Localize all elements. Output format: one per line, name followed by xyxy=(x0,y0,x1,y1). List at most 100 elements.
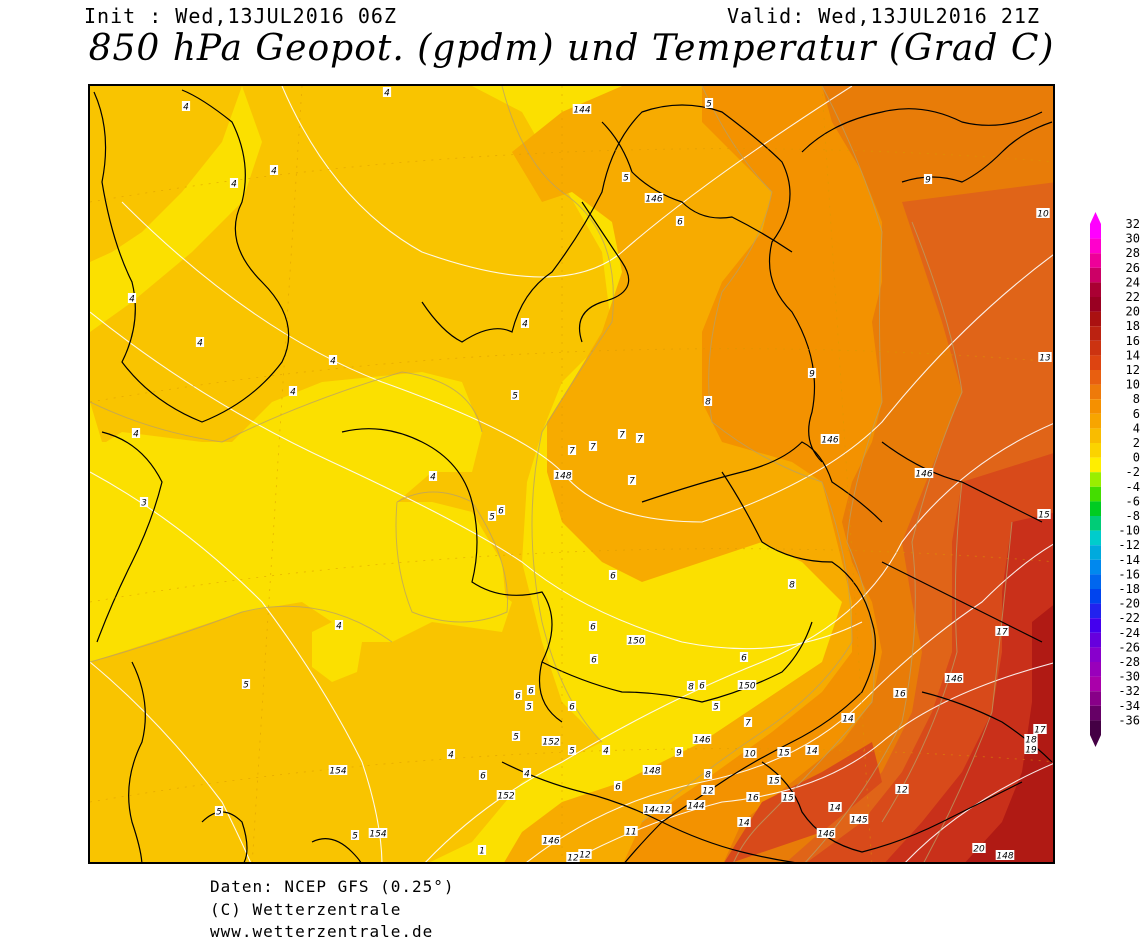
colorbar-label: 10 xyxy=(1126,378,1140,392)
temperature-label: 12 xyxy=(701,785,715,797)
temperature-label-text: 5 xyxy=(489,513,495,523)
temperature-label-box xyxy=(601,745,611,755)
geopotential-label-text: 146 xyxy=(915,470,932,480)
colorbar-swatch xyxy=(1090,647,1101,662)
geopotential-label-box xyxy=(643,804,667,814)
temperature-label-box xyxy=(382,87,392,97)
colorbar-swatch xyxy=(1090,662,1101,677)
temperature-label: 8 xyxy=(703,396,713,408)
temperature-label: 20 xyxy=(972,843,986,855)
temperature-label: 4 xyxy=(382,87,392,99)
temperature-label: 13 xyxy=(1038,352,1052,364)
temperature-label-text: 12 xyxy=(702,787,714,797)
colorbar-swatch xyxy=(1090,516,1101,531)
geopotential-label: 154 xyxy=(368,828,388,840)
colorbar-swatch xyxy=(1090,340,1101,356)
temperature-label-box xyxy=(477,845,487,855)
colorbar-label: 6 xyxy=(1133,407,1140,421)
colorbar-label: 14 xyxy=(1126,348,1140,362)
geopotential-label: 146 xyxy=(816,828,836,840)
temperature-label-box xyxy=(805,745,819,755)
temperature-label-text: 10 xyxy=(1037,210,1049,220)
temperature-label: 14 xyxy=(805,745,819,757)
colorbar-label: 32 xyxy=(1126,217,1140,231)
temperature-label-text: 6 xyxy=(677,218,683,228)
temperature-label-text: 4 xyxy=(231,180,237,190)
temperature-label-text: 4 xyxy=(290,388,296,398)
temperature-label: 5 xyxy=(241,679,251,691)
temperature-label: 16 xyxy=(746,792,760,804)
temperature-label: 7 xyxy=(635,433,645,445)
temperature-label-text: 7 xyxy=(745,719,751,729)
temperature-label-box xyxy=(524,701,534,711)
colorbar-swatch xyxy=(1090,618,1101,633)
temperature-label: 4 xyxy=(181,101,191,113)
temperature-label-text: 14 xyxy=(842,715,854,725)
temperature-label-text: 3 xyxy=(141,499,147,509)
temperature-label: 7 xyxy=(588,441,598,453)
colorbar-label: -20 xyxy=(1118,597,1140,611)
temperature-label-box xyxy=(739,652,749,662)
geopotential-label-box xyxy=(944,673,964,683)
temperature-label-box xyxy=(767,775,781,785)
temperature-label: 8 xyxy=(787,579,797,591)
temperature-label-box xyxy=(923,174,933,184)
colorbar-swatch xyxy=(1090,691,1101,706)
temperature-label-text: 20 xyxy=(973,845,985,855)
temperature-label-box xyxy=(520,318,530,328)
temperature-label: 6 xyxy=(496,505,506,517)
temperature-label-box xyxy=(1037,509,1051,519)
colorbar-label: -16 xyxy=(1118,567,1140,581)
weather-map: 4 4 5 4 4 5 6 9 10 4 4 4 4 4 5 8 9 13 4 7 7 7 7 4 7 3 5 6 15 6 8 4 6 6 17 6… xyxy=(88,84,1055,864)
temperature-label-box xyxy=(181,101,191,111)
geopotential-label: 148 xyxy=(553,470,573,482)
temperature-label: 8 xyxy=(686,681,696,693)
geopotential-label-text: 148 xyxy=(554,472,571,482)
colorbar-label: -36 xyxy=(1118,713,1140,727)
temperature-colorbar: 32 30 28 26 24 22 20 18 16 14 12 10 8 6 4 2 0 -2 -4 -6 -8 -10… xyxy=(1088,208,1143,748)
temperature-label-text: 7 xyxy=(590,443,596,453)
temperature-label-text: 6 xyxy=(591,656,597,666)
temperature-label-box xyxy=(510,390,520,400)
temperature-label: 8 xyxy=(703,769,713,781)
temperature-label-text: 8 xyxy=(688,683,694,693)
temperature-label: 5 xyxy=(524,701,534,713)
geopotential-label-box xyxy=(328,765,348,775)
temperature-label-box xyxy=(1036,208,1050,218)
temperature-label-text: 5 xyxy=(352,832,358,842)
temperature-label-box xyxy=(895,784,909,794)
geopotential-label-box xyxy=(820,434,840,444)
temperature-label: 5 xyxy=(510,390,520,402)
geopotential-label-text: 12 xyxy=(659,806,671,816)
temperature-label-text: 6 xyxy=(569,703,575,713)
colorbar-swatch xyxy=(1090,326,1101,341)
temperature-label-box xyxy=(807,368,817,378)
temperature-label-box xyxy=(737,817,751,827)
temperature-label: 5 xyxy=(511,731,521,743)
copyright: (C) Wetterzentrale xyxy=(210,900,402,919)
temperature-label-text: 4 xyxy=(524,770,530,780)
geopotential-label: 144 xyxy=(572,104,592,116)
temperature-label: 6 xyxy=(478,770,488,782)
temperature-label-box xyxy=(686,681,696,691)
temperature-label-text: 5 xyxy=(512,392,518,402)
geopotential-label-text: 152 xyxy=(542,738,559,748)
temperature-label: 4 xyxy=(288,386,298,398)
temperature-label-box xyxy=(613,781,623,791)
temperature-label-text: 9 xyxy=(676,749,682,759)
temperature-label-box xyxy=(478,770,488,780)
temperature-label-text: 11 xyxy=(625,828,636,838)
colorbar-label: 24 xyxy=(1126,275,1140,289)
temperature-label: 10 xyxy=(1036,208,1050,220)
geopotential-label-box xyxy=(644,193,664,203)
colorbar-swatch xyxy=(1090,384,1101,400)
temperature-label-box xyxy=(701,785,715,795)
geopotential-label-box xyxy=(686,800,706,810)
colorbar-label: 22 xyxy=(1126,290,1140,304)
temperature-label-box xyxy=(446,749,456,759)
colorbar-swatch xyxy=(1090,355,1101,370)
temperature-label-text: 6 xyxy=(480,772,486,782)
colorbar-swatch xyxy=(1090,632,1101,648)
colorbar-bottom-arrow xyxy=(1090,735,1101,747)
